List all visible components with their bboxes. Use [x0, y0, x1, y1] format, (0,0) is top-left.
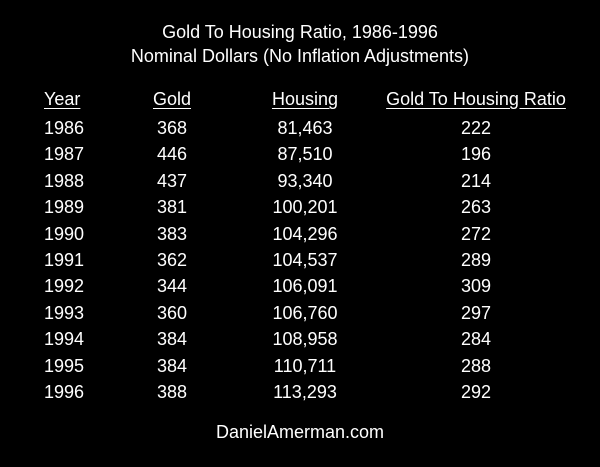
cell-year: 1995: [44, 355, 85, 376]
cell-ratio: 196: [460, 144, 492, 165]
column-header-ratio: Gold To Housing Ratio: [386, 89, 566, 109]
cell-housing: 93,340: [277, 170, 333, 191]
cell-gold: 368: [156, 118, 188, 138]
table-row: 1987 446 87,510 196: [0, 142, 600, 168]
cell-gold: 384: [156, 329, 188, 350]
table-row: 1993 360 106,760 297: [0, 301, 600, 327]
cell-year: 1986: [44, 118, 85, 138]
cell-year: 1989: [44, 197, 85, 218]
table-row: 1986 368 81,463 222: [0, 116, 600, 142]
table-row: 1988 437 93,340 214: [0, 169, 600, 195]
cell-housing: 106,760: [272, 302, 338, 323]
cell-year: 1987: [44, 144, 85, 165]
chart-title: Gold To Housing Ratio, 1986-1996: [162, 22, 438, 42]
cell-housing: 100,201: [272, 197, 338, 218]
cell-ratio: 289: [460, 250, 492, 270]
table-row: 1994 384 108,958 284: [0, 327, 600, 353]
cell-housing: 81,463: [277, 118, 333, 138]
cell-year: 1991: [44, 250, 85, 270]
title-block: Gold To Housing Ratio, 1986-1996 Nominal…: [0, 20, 600, 68]
cell-housing: 104,296: [272, 223, 338, 244]
cell-year: 1994: [44, 329, 85, 350]
table-row: 1995 384 110,711 288: [0, 354, 600, 380]
column-header-gold: Gold: [152, 89, 192, 109]
cell-year: 1996: [44, 382, 85, 402]
table-row: 1990 383 104,296 272: [0, 222, 600, 248]
cell-year: 1988: [44, 170, 85, 191]
table-row: 1992 344 106,091 309: [0, 274, 600, 300]
cell-gold: 446: [156, 144, 188, 165]
cell-ratio: 292: [460, 382, 492, 402]
table-row: 1996 388 113,293 292: [0, 380, 600, 406]
cell-year: 1990: [44, 223, 85, 244]
table-header: Year Gold Housing Gold To Housing Ratio: [0, 87, 600, 113]
table-row: 1991 362 104,537 289: [0, 248, 600, 274]
cell-housing: 113,293: [273, 382, 337, 402]
cell-gold: 383: [156, 223, 188, 244]
source-credit: DanielAmerman.com: [215, 422, 385, 442]
cell-housing: 104,537: [272, 250, 338, 270]
cell-year: 1992: [44, 276, 85, 297]
cell-ratio: 214: [460, 170, 492, 191]
cell-gold: 362: [156, 250, 188, 270]
cell-housing: 108,958: [272, 329, 338, 350]
cell-ratio: 272: [460, 223, 492, 244]
cell-ratio: 284: [460, 329, 492, 350]
cell-housing: 110,711: [273, 355, 337, 376]
column-header-housing: Housing: [271, 89, 339, 109]
cell-ratio: 288: [460, 355, 492, 376]
cell-housing: 87,510: [277, 144, 333, 165]
table-row: 1989 381 100,201 263: [0, 195, 600, 221]
cell-gold: 437: [156, 170, 188, 191]
chart-subtitle: Nominal Dollars (No Inflation Adjustment…: [130, 46, 470, 66]
cell-ratio: 297: [460, 302, 492, 323]
cell-ratio: 309: [460, 276, 492, 297]
cell-gold: 384: [156, 355, 188, 376]
column-header-year: Year: [44, 89, 81, 109]
cell-gold: 344: [156, 276, 188, 297]
cell-year: 1993: [44, 302, 85, 323]
cell-gold: 360: [156, 302, 188, 323]
cell-housing: 106,091: [272, 276, 338, 297]
cell-gold: 388: [156, 382, 188, 402]
cell-gold: 381: [156, 197, 188, 218]
cell-ratio: 222: [460, 118, 492, 138]
cell-ratio: 263: [460, 197, 492, 218]
